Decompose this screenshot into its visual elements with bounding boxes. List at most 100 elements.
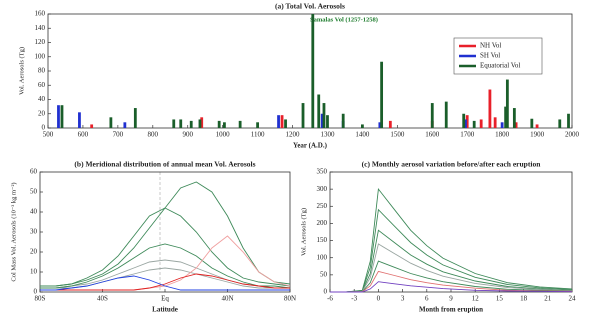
bar [504,106,508,128]
x-tick-label: 1300 [320,131,335,139]
x-tick-label: 1200 [286,131,301,139]
bar [322,103,326,128]
y-tick-label: 60 [38,81,46,89]
y-tick-label: 30 [30,228,38,236]
x-tick-label: 18 [520,295,528,303]
chart-title: (a) Total Vol. Aerosols [275,2,345,11]
bar [326,115,329,128]
x-tick-label: 500 [43,131,54,139]
y-tick-label: 150 [317,236,328,244]
x-tick-label: 12 [472,295,480,303]
line [330,187,573,293]
x-tick-label: 80S [35,295,46,303]
x-tick-label: 21 [544,295,552,303]
bar [57,105,60,128]
line [330,281,573,293]
bar [530,118,534,128]
x-tick-label: 700 [113,131,124,139]
x-tick-label: 1500 [390,131,405,139]
chart-title: (c) Monthly aerosol variation before/aft… [362,160,542,169]
bar [133,108,137,128]
line [40,207,291,287]
bar [388,120,392,128]
bar [280,115,284,128]
bar [200,117,204,128]
bar [223,122,226,128]
bar [179,119,183,128]
x-tick-label: 1100 [251,131,265,139]
bar [430,103,434,128]
y-tick-label: 40 [38,95,46,103]
bar [558,119,562,128]
x-tick-label: 9 [449,295,453,303]
x-axis-label: Month from eruption [419,306,483,314]
bar [109,117,113,128]
plot-area [39,171,291,293]
y-tick-label: 0 [324,288,328,296]
y-tick-label: 80 [38,67,46,75]
annotation: Samalas Vol (1257-1258) [310,16,378,23]
bar [472,120,476,128]
y-tick-label: 100 [317,253,328,261]
bar [341,113,345,128]
x-tick-label: Eq [161,295,169,303]
x-tick-label: 24 [569,295,577,303]
x-tick-label: 1900 [530,131,545,139]
bar [123,122,127,128]
y-tick-label: 60 [30,168,38,176]
bar [217,120,221,128]
bar [462,113,466,128]
x-tick-label: 80N [284,295,296,303]
bar [380,61,384,128]
bar [172,119,176,128]
y-tick-label: 120 [35,38,46,46]
bar [311,14,315,128]
bar [444,101,448,128]
legend-label: Equatorial Vol [480,62,520,70]
y-tick-label: 0 [34,288,38,296]
y-tick-label: 200 [317,219,328,227]
y-tick-label: 100 [35,52,46,60]
x-tick-label: 3 [401,295,405,303]
bar [488,89,492,128]
x-tick-label: -3 [351,295,357,303]
x-tick-label: 1400 [355,131,370,139]
bar [301,103,305,128]
y-tick-label: 160 [35,10,46,18]
bar [464,119,467,128]
x-tick-label: 40S [97,295,108,303]
bar [493,117,497,128]
bar [505,79,509,128]
bar [238,120,242,128]
y-tick-label: 20 [38,109,46,117]
line [40,243,291,289]
line [40,275,290,291]
y-tick-label: 250 [317,202,328,210]
y-tick-label: 50 [320,270,328,278]
x-axis-label: Latitude [152,306,178,314]
x-tick-label: -6 [327,295,333,303]
x-axis-label: Year (A.D.) [293,142,328,150]
bar [90,124,94,128]
bar [567,113,570,128]
y-tick-label: 20 [30,248,38,256]
y-tick-label: 40 [30,208,38,216]
bar [78,112,81,128]
y-axis-label: Vol. Aerosols (Tg) [300,208,307,256]
bar [277,115,280,128]
bar [320,113,324,128]
y-tick-label: 10 [30,268,38,276]
x-tick-label: 1800 [495,131,510,139]
line [40,273,290,291]
y-tick-label: 50 [30,188,38,196]
chart-title: (b) Meridional distribution of annual me… [74,160,255,169]
x-tick-label: 1000 [216,131,231,139]
bar [378,122,382,128]
bar [189,120,193,128]
bar [361,124,364,128]
bar [317,94,321,128]
legend-label: SH Vol [480,52,500,60]
x-tick-label: 15 [496,295,504,303]
x-tick-label: 600 [78,131,89,139]
